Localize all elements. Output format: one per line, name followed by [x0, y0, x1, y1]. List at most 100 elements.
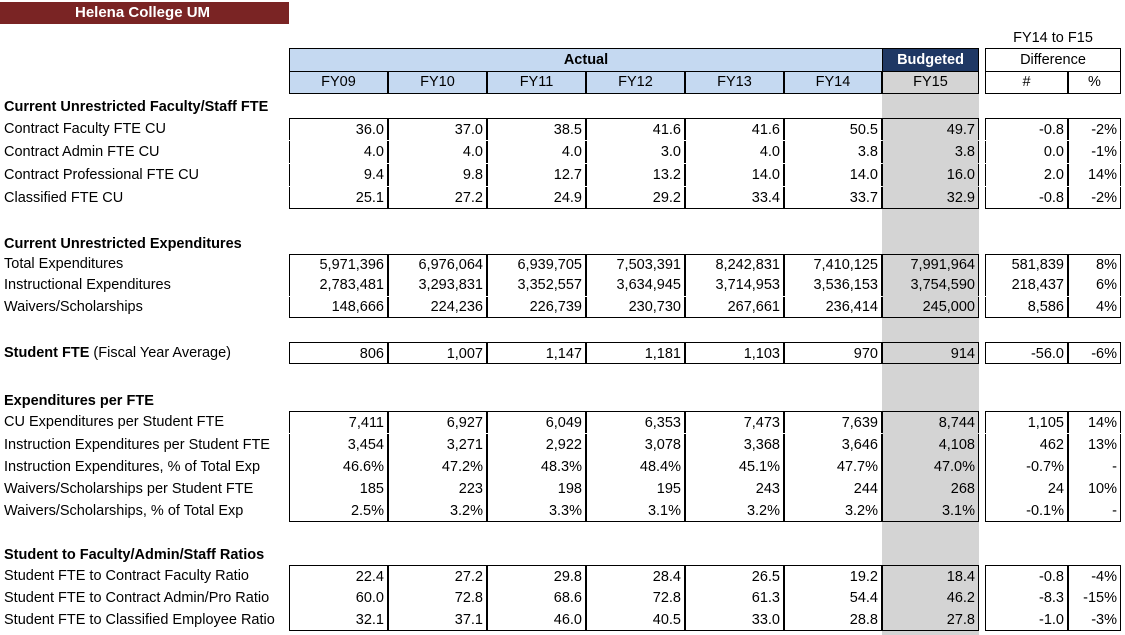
difference-percent-cell: 14% — [1068, 164, 1121, 186]
value-cell: 9.4 — [289, 164, 388, 186]
difference-percent-cell: 6% — [1068, 275, 1121, 296]
row-label: Instruction Expenditures, % of Total Exp — [4, 456, 260, 478]
value-cell: 3.0 — [586, 141, 685, 163]
value-cell: 1,007 — [388, 342, 487, 364]
value-cell: 4.0 — [487, 141, 586, 163]
value-cell: 32.9 — [882, 187, 979, 209]
value-cell: 24.9 — [487, 187, 586, 209]
value-cell: 46.6% — [289, 456, 388, 478]
row-label: Student FTE to Classified Employee Ratio — [4, 609, 275, 631]
value-cell: 12.7 — [487, 164, 586, 186]
difference-percent-cell: 13% — [1068, 434, 1121, 456]
difference-percent-cell: 4% — [1068, 297, 1121, 318]
row-label-text: Waivers/Scholarships per Student FTE — [4, 481, 254, 497]
budgeted-column-shade — [882, 72, 979, 635]
value-cell: 198 — [487, 478, 586, 500]
row-label-text: Total Expenditures — [4, 256, 124, 272]
value-cell: 33.7 — [784, 187, 882, 209]
value-cell: 2.5% — [289, 500, 388, 522]
column-header-fy13: FY13 — [685, 71, 784, 94]
value-cell: 47.2% — [388, 456, 487, 478]
value-cell: 4.0 — [289, 141, 388, 163]
difference-number-cell: 581,839 — [985, 254, 1068, 275]
row-label: Contract Faculty FTE CU — [4, 118, 166, 140]
value-cell: 2,922 — [487, 434, 586, 456]
value-cell: 1,147 — [487, 342, 586, 364]
row-label-text: Waivers/Scholarships — [4, 299, 143, 315]
value-cell: 33.0 — [685, 609, 784, 631]
section-title: Current Unrestricted Expenditures — [4, 236, 242, 252]
value-cell: 26.5 — [685, 565, 784, 587]
section-title: Student to Faculty/Admin/Staff Ratios — [4, 547, 265, 563]
difference-percent-cell: -4% — [1068, 565, 1121, 587]
value-cell: 41.6 — [685, 118, 784, 140]
value-cell: 267,661 — [685, 297, 784, 318]
row-label: CU Expenditures per Student FTE — [4, 411, 224, 433]
row-label: Instructional Expenditures — [4, 275, 171, 296]
value-cell: 54.4 — [784, 587, 882, 609]
column-header-fy14: FY14 — [784, 71, 882, 94]
row-label: Classified FTE CU — [4, 187, 123, 209]
value-cell: 27.2 — [388, 187, 487, 209]
value-cell: 3,536,153 — [784, 275, 882, 296]
difference-number-cell: -0.8 — [985, 118, 1068, 140]
value-cell: 970 — [784, 342, 882, 364]
value-cell: 148,666 — [289, 297, 388, 318]
value-cell: 6,353 — [586, 411, 685, 433]
value-cell: 19.2 — [784, 565, 882, 587]
value-cell: 3,646 — [784, 434, 882, 456]
value-cell: 223 — [388, 478, 487, 500]
column-header-fy15: FY15 — [882, 71, 979, 94]
value-cell: 37.0 — [388, 118, 487, 140]
value-cell: 3.2% — [784, 500, 882, 522]
value-cell: 7,473 — [685, 411, 784, 433]
value-cell: 1,181 — [586, 342, 685, 364]
value-cell: 29.2 — [586, 187, 685, 209]
value-cell: 22.4 — [289, 565, 388, 587]
value-cell: 6,976,064 — [388, 254, 487, 275]
value-cell: 3.1% — [586, 500, 685, 522]
row-label: Student FTE to Contract Faculty Ratio — [4, 565, 249, 587]
value-cell: 38.5 — [487, 118, 586, 140]
value-cell: 61.3 — [685, 587, 784, 609]
column-header-diff-percent: % — [1068, 71, 1121, 94]
value-cell: 14.0 — [784, 164, 882, 186]
row-label: Contract Admin FTE CU — [4, 141, 160, 163]
value-cell: 47.0% — [882, 456, 979, 478]
value-cell: 3,714,953 — [685, 275, 784, 296]
value-cell: 230,730 — [586, 297, 685, 318]
row-label-text: Classified FTE CU — [4, 190, 124, 206]
value-cell: 18.4 — [882, 565, 979, 587]
difference-percent-cell: -1% — [1068, 141, 1121, 163]
value-cell: 45.1% — [685, 456, 784, 478]
difference-number-cell: -0.8 — [985, 187, 1068, 209]
value-cell: 8,744 — [882, 411, 979, 433]
value-cell: 3.2% — [388, 500, 487, 522]
value-cell: 7,639 — [784, 411, 882, 433]
value-cell: 244 — [784, 478, 882, 500]
value-cell: 32.1 — [289, 609, 388, 631]
value-cell: 185 — [289, 478, 388, 500]
budgeted-header: Budgeted — [882, 48, 979, 71]
value-cell: 14.0 — [685, 164, 784, 186]
difference-period-label: FY14 to F15 — [1013, 30, 1093, 46]
value-cell: 4,108 — [882, 434, 979, 456]
difference-number-cell: 462 — [985, 434, 1068, 456]
difference-number-cell: 218,437 — [985, 275, 1068, 296]
value-cell: 3,754,590 — [882, 275, 979, 296]
column-header-fy12: FY12 — [586, 71, 685, 94]
difference-percent-cell: 14% — [1068, 411, 1121, 433]
value-cell: 3,078 — [586, 434, 685, 456]
value-cell: 3.8 — [784, 141, 882, 163]
difference-number-cell: -0.8 — [985, 565, 1068, 587]
value-cell: 4.0 — [388, 141, 487, 163]
value-cell: 243 — [685, 478, 784, 500]
value-cell: 46.2 — [882, 587, 979, 609]
value-cell: 3.8 — [882, 141, 979, 163]
value-cell: 41.6 — [586, 118, 685, 140]
value-cell: 46.0 — [487, 609, 586, 631]
value-cell: 28.4 — [586, 565, 685, 587]
row-label-text: Instruction Expenditures, % of Total Exp — [4, 459, 261, 475]
value-cell: 50.5 — [784, 118, 882, 140]
value-cell: 3.2% — [685, 500, 784, 522]
